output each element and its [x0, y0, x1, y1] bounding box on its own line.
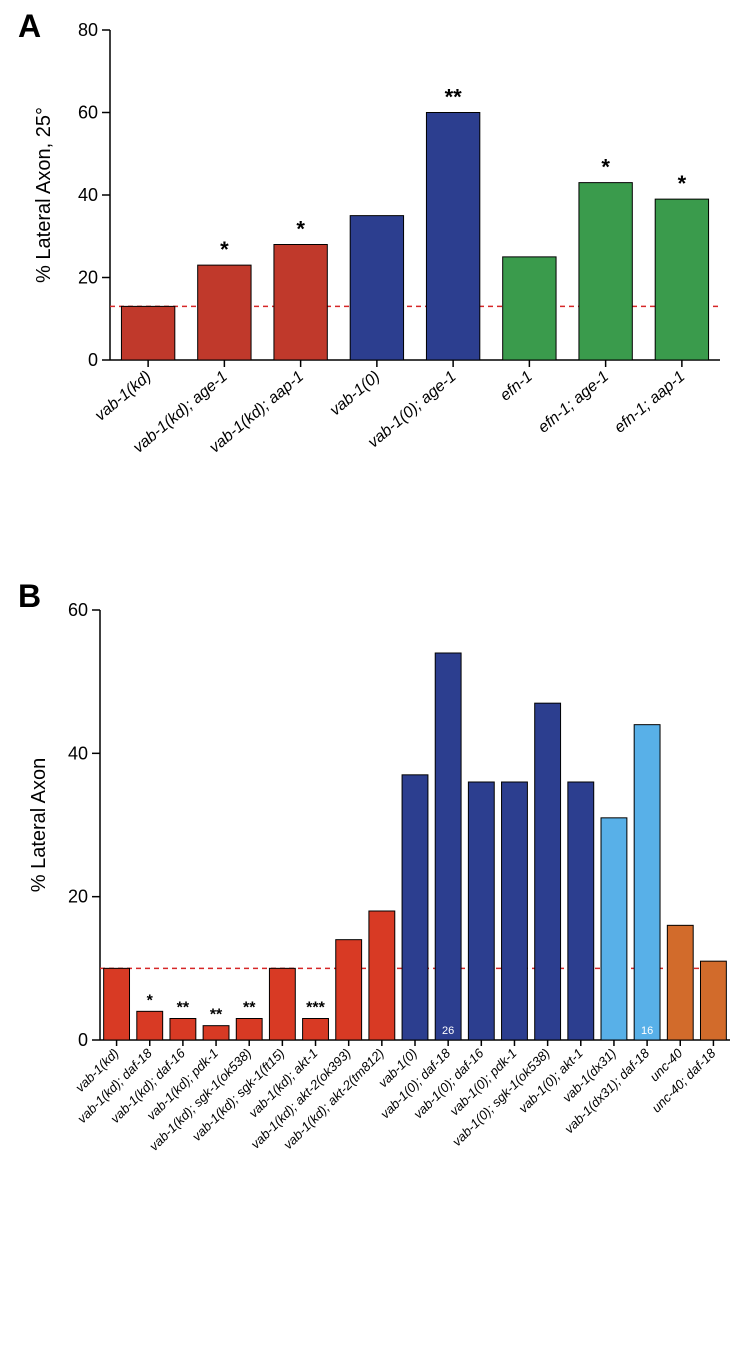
category-label: vab-1(0) — [327, 368, 384, 419]
svg-text:20: 20 — [68, 887, 88, 907]
svg-text:40: 40 — [68, 743, 88, 763]
bar — [579, 183, 632, 360]
bar — [435, 653, 461, 1040]
bar — [655, 199, 708, 360]
category-label: vab-1(kd) — [92, 368, 155, 424]
panel-b: B 0204060% Lateral Axonvab-1(kd)*vab-1(k… — [0, 570, 747, 1345]
bar — [198, 265, 251, 360]
bar — [303, 1019, 329, 1041]
bar — [369, 911, 395, 1040]
panel-b-label: B — [18, 578, 41, 615]
bar — [468, 782, 494, 1040]
svg-text:0: 0 — [88, 350, 98, 370]
svg-text:26: 26 — [442, 1025, 454, 1037]
bar — [402, 775, 428, 1040]
bar — [236, 1019, 262, 1041]
svg-text:**: ** — [210, 1007, 223, 1024]
bar — [426, 113, 479, 361]
bar — [502, 782, 528, 1040]
category-label: efn-1 — [497, 368, 536, 404]
bar — [601, 818, 627, 1040]
svg-text:0: 0 — [78, 1030, 88, 1050]
bar — [336, 940, 362, 1040]
bar — [137, 1011, 163, 1040]
svg-text:60: 60 — [78, 103, 98, 123]
panel-a: A 0 20 40 60 80 % Lateral Axon, 25° vab-1(kd) *… — [0, 0, 747, 570]
bar — [104, 968, 130, 1040]
bar — [535, 703, 561, 1040]
svg-text:**: ** — [177, 1000, 190, 1017]
bar — [170, 1019, 196, 1041]
svg-text:*: * — [601, 155, 610, 180]
bar — [350, 216, 403, 360]
bar — [568, 782, 594, 1040]
svg-text:**: ** — [445, 85, 463, 110]
panel-b-y-title: % Lateral Axon — [28, 758, 50, 893]
panel-b-chart: 0204060% Lateral Axonvab-1(kd)*vab-1(kd)… — [0, 570, 747, 1345]
bar — [700, 961, 726, 1040]
svg-text:**: ** — [243, 1000, 256, 1017]
svg-text:*: * — [678, 171, 687, 196]
panel-a-chart: 0 20 40 60 80 % Lateral Axon, 25° vab-1(kd) * va… — [0, 0, 747, 570]
svg-text:*: * — [220, 237, 229, 262]
bar — [274, 245, 327, 361]
bar — [121, 306, 174, 360]
svg-text:***: *** — [306, 1000, 325, 1017]
bar — [634, 725, 660, 1040]
bar — [667, 925, 693, 1040]
svg-text:40: 40 — [78, 185, 98, 205]
svg-text:*: * — [147, 992, 154, 1009]
svg-text:20: 20 — [78, 268, 98, 288]
category-label: efn-1; age-1 — [535, 368, 612, 436]
panel-a-y-title: % Lateral Axon, 25° — [33, 107, 55, 283]
bar — [503, 257, 556, 360]
figure: A 0 20 40 60 80 % Lateral Axon, 25° vab-1(kd) *… — [0, 0, 747, 1345]
svg-text:16: 16 — [641, 1025, 653, 1037]
svg-text:60: 60 — [68, 600, 88, 620]
bar — [203, 1026, 229, 1040]
svg-text:*: * — [296, 217, 305, 242]
svg-text:80: 80 — [78, 20, 98, 40]
category-label: efn-1; aap-1 — [611, 368, 688, 436]
panel-a-label: A — [18, 8, 41, 45]
bar — [269, 968, 295, 1040]
